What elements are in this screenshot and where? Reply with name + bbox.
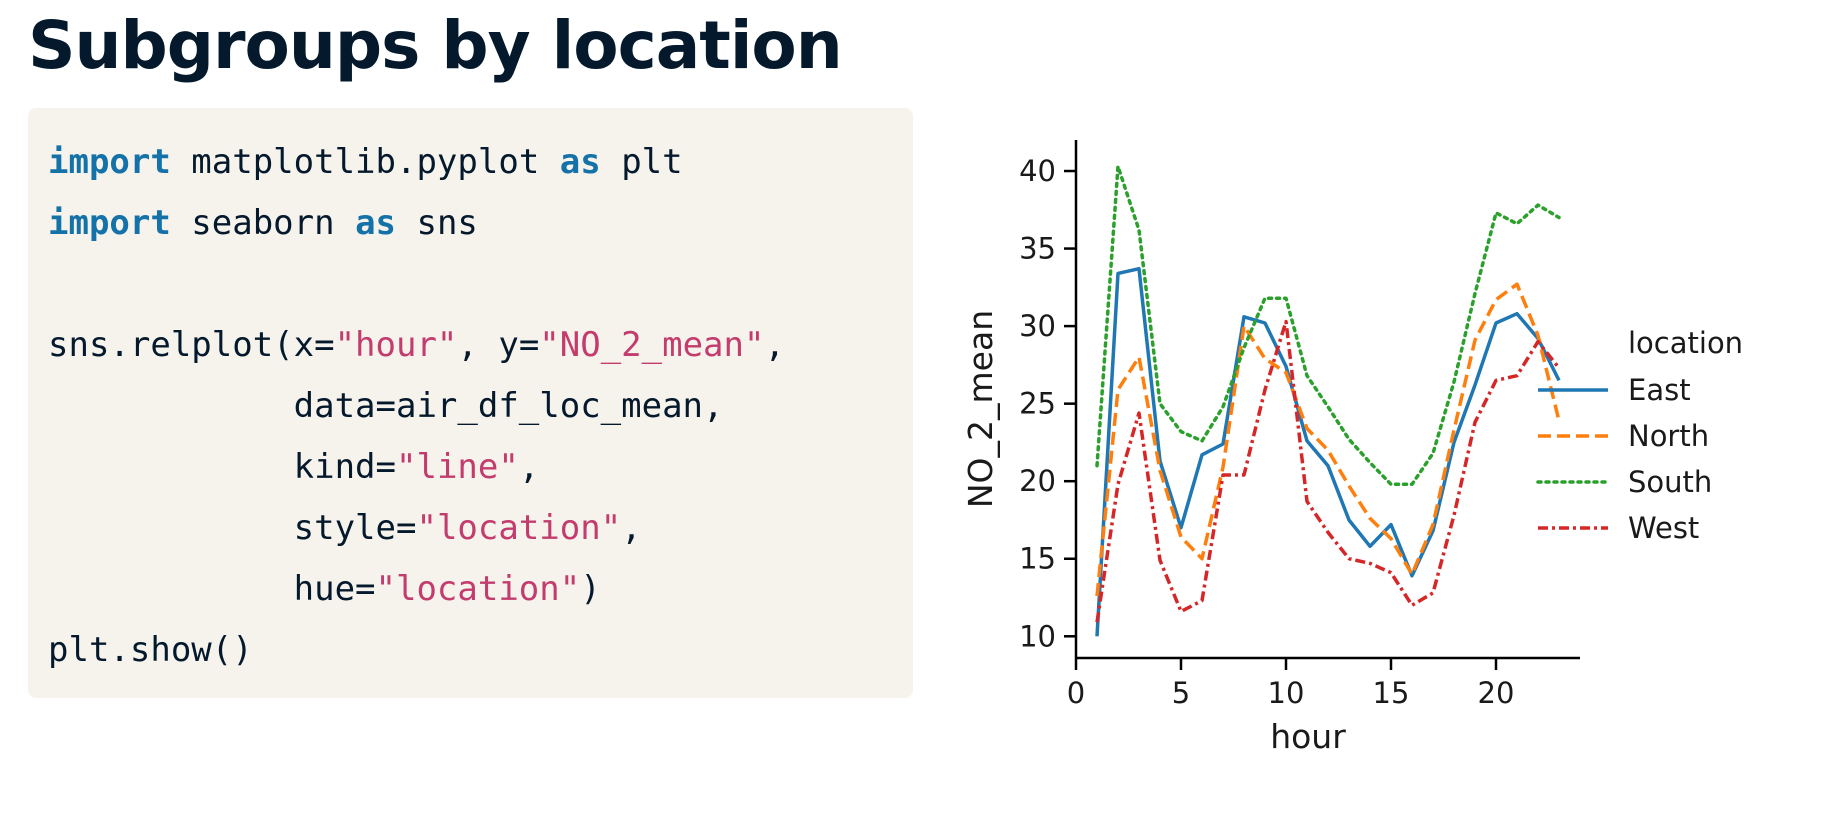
y-tick-label: 15 <box>1019 542 1056 576</box>
legend-label-north: North <box>1628 419 1709 453</box>
code-line <box>48 254 913 315</box>
x-tick-label: 5 <box>1172 676 1190 710</box>
code-line: plt.show() <box>48 620 913 681</box>
code-text: style= <box>48 508 417 548</box>
code-line: data=air_df_loc_mean, <box>48 376 913 437</box>
code-line: sns.relplot(x="hour", y="NO_2_mean", <box>48 315 913 376</box>
code-text: hue= <box>48 569 376 609</box>
code-text: , <box>621 508 642 548</box>
code-string: "hour" <box>334 325 458 365</box>
y-tick-label: 35 <box>1019 232 1056 266</box>
code-line: style="location", <box>48 498 913 559</box>
y-tick-label: 20 <box>1019 464 1056 498</box>
y-tick-label: 40 <box>1019 154 1056 188</box>
line-chart-svg: 10 15 20 25 30 35 40 0 5 10 15 20 hour NO_2_mean locat… <box>961 140 1743 756</box>
code-text: , y= <box>457 325 540 365</box>
code-line: hue="location") <box>48 559 913 620</box>
code-text: seaborn <box>170 203 356 243</box>
y-axis-label: NO_2_mean <box>961 310 1000 508</box>
y-tick-label: 25 <box>1019 387 1056 421</box>
legend-label-west: West <box>1628 511 1699 545</box>
code-line: import matplotlib.pyplot as plt <box>48 132 913 193</box>
x-tick-label: 20 <box>1478 676 1515 710</box>
code-string: "location" <box>416 508 622 548</box>
code-string: "location" <box>375 569 581 609</box>
x-tick-label: 10 <box>1268 676 1305 710</box>
legend-label-south: South <box>1628 465 1712 499</box>
code-text: plt <box>600 142 683 182</box>
x-axis-label: hour <box>1270 717 1346 756</box>
series-line-north <box>1095 282 1561 597</box>
code-keyword: as <box>559 142 601 182</box>
code-text: ) <box>580 569 601 609</box>
series-line-west <box>1095 319 1561 623</box>
code-string: "line" <box>396 447 519 487</box>
series-line-south <box>1095 164 1561 487</box>
code-text: matplotlib.pyplot <box>170 142 560 182</box>
code-string: "NO_2_mean" <box>539 325 765 365</box>
y-tick-label: 10 <box>1019 619 1056 653</box>
series-line-east <box>1095 266 1561 637</box>
line-chart: 10 15 20 25 30 35 40 0 5 10 15 20 hour NO_2_mean locat… <box>950 120 1830 780</box>
page-title: Subgroups by location <box>28 7 843 84</box>
code-text: sns.relplot(x= <box>48 325 335 365</box>
code-text: sns <box>396 203 478 243</box>
code-line: kind="line", <box>48 437 913 498</box>
x-tick-label: 0 <box>1067 676 1085 710</box>
code-block: import matplotlib.pyplot as plt import se… <box>28 108 913 698</box>
code-text: , <box>764 325 785 365</box>
code-line: import seaborn as sns <box>48 193 913 254</box>
legend-label-east: East <box>1628 373 1691 407</box>
x-tick-label: 15 <box>1373 676 1410 710</box>
code-text: plt.show() <box>48 630 253 670</box>
code-keyword: import <box>48 203 171 243</box>
code-text: kind= <box>48 447 396 487</box>
code-text: , <box>518 447 540 487</box>
code-keyword: import <box>48 142 171 182</box>
code-keyword: as <box>355 203 397 243</box>
y-tick-label: 30 <box>1019 309 1056 343</box>
code-text: data=air_df_loc_mean, <box>48 386 724 426</box>
legend-title: location <box>1628 326 1743 360</box>
